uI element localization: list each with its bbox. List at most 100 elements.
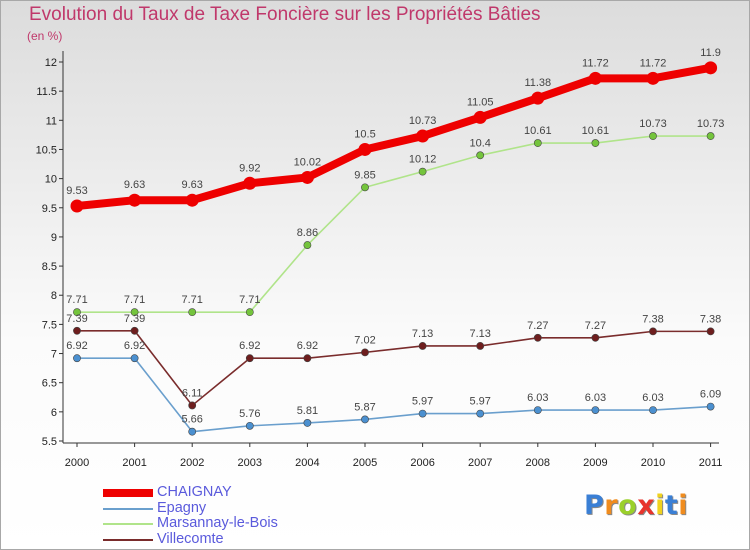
data-point: [303, 354, 312, 363]
legend-swatch: [103, 523, 153, 525]
data-label: 5.97: [412, 396, 433, 408]
y-tick-label: 7.5: [42, 319, 57, 331]
data-point: [591, 333, 600, 342]
data-label: 7.71: [181, 294, 202, 306]
y-tick-label: 5.5: [42, 436, 57, 448]
data-label: 5.66: [181, 414, 202, 426]
data-label: 11.9: [700, 47, 721, 59]
data-point: [128, 193, 142, 207]
chart-title: Evolution du Taux de Taxe Foncière sur l…: [29, 4, 541, 25]
logo-letter: t: [664, 490, 679, 521]
x-tick-label: 2001: [122, 457, 146, 469]
data-label: 9.53: [66, 185, 87, 197]
x-tick-label: 2010: [641, 457, 665, 469]
y-tick-label: 12: [45, 57, 57, 69]
data-label: 7.13: [412, 328, 433, 340]
data-point: [130, 354, 139, 363]
data-point: [591, 139, 600, 147]
x-tick-label: 2000: [65, 457, 89, 469]
data-label: 6.92: [297, 340, 318, 352]
data-point: [188, 401, 197, 410]
logo-letter: r: [604, 490, 619, 521]
chart-subtitle: (en %): [27, 29, 63, 43]
y-tick-label: 8: [51, 290, 57, 302]
data-label: 5.81: [297, 405, 318, 417]
data-label: 7.38: [642, 313, 663, 325]
series-line-epagny: [76, 357, 712, 433]
data-label: 5.87: [354, 401, 375, 413]
data-point: [361, 415, 369, 424]
y-tick-label: 11: [46, 115, 57, 127]
data-point: [706, 132, 715, 140]
data-label: 6.09: [700, 389, 721, 401]
x-tick-label: 2004: [295, 457, 319, 469]
y-tick-label: 11.5: [36, 86, 57, 98]
data-label: 10.61: [524, 125, 552, 137]
data-label: 10.61: [582, 125, 610, 137]
data-label: 7.71: [124, 294, 145, 306]
data-point: [476, 342, 485, 350]
data-label: 6.03: [585, 392, 606, 404]
x-tick-label: 2007: [468, 457, 492, 469]
data-point: [533, 333, 542, 342]
data-point: [300, 170, 314, 184]
logo-letter: i: [678, 490, 689, 521]
data-point: [418, 342, 427, 350]
x-tick-label: 2009: [583, 457, 607, 469]
data-label: 10.02: [294, 156, 322, 168]
data-label: 6.92: [239, 340, 260, 352]
series-line-chaignay: [73, 63, 715, 211]
data-label: 7.38: [700, 313, 721, 325]
data-label: 6.92: [66, 340, 87, 352]
data-point: [188, 308, 197, 317]
x-tick-label: 2006: [410, 457, 434, 469]
y-tick-label: 7: [51, 349, 57, 361]
y-tick-label: 10: [45, 174, 57, 186]
data-label: 5.97: [469, 396, 490, 408]
data-label: 10.73: [639, 118, 667, 130]
data-point: [245, 308, 254, 317]
data-label: 11.38: [524, 77, 551, 89]
legend-label: Epagny: [157, 499, 207, 516]
legend-label: Marsannay-le-Bois: [157, 515, 278, 531]
series-line-villecomte: [76, 329, 712, 407]
data-point: [303, 419, 312, 427]
y-tick-label: 10.5: [36, 144, 57, 156]
axes: 5.5 6 6.5 7 7.5 8 8.5 9 9.5 10 10.5 11 11.5 12 2000 200…: [36, 51, 722, 469]
data-point: [533, 139, 542, 147]
y-tick-label: 9.5: [42, 203, 57, 215]
data-label: 7.27: [585, 320, 606, 332]
logo-letter: i: [655, 490, 665, 521]
data-label: 9.63: [124, 179, 145, 191]
data-point: [361, 183, 369, 192]
data-label: 7.39: [124, 313, 145, 325]
data-point: [531, 91, 545, 105]
data-point: [130, 326, 139, 335]
legend-swatch: [103, 538, 153, 541]
data-point: [130, 308, 139, 317]
data-label: 7.71: [66, 294, 87, 306]
data-point: [476, 409, 485, 418]
data-label: 10.4: [469, 137, 490, 149]
data-label: 11.05: [467, 96, 494, 108]
data-point: [418, 167, 427, 176]
data-label: 9.63: [181, 179, 202, 191]
data-label: 7.02: [354, 334, 375, 346]
data-point: [243, 176, 257, 190]
x-tick-label: 2002: [180, 457, 204, 469]
data-label: 8.86: [297, 227, 318, 239]
data-label: 5.76: [239, 408, 260, 420]
data-point: [245, 421, 254, 430]
series-line-marsannay-le-bois: [76, 135, 712, 313]
legend-label: Villecomte: [157, 530, 224, 547]
data-point: [73, 308, 81, 317]
data-point: [649, 406, 657, 414]
data-label: 10.73: [409, 115, 437, 127]
data-label: 6.03: [527, 392, 548, 404]
data-label: 9.85: [354, 169, 375, 181]
logo-letter: P: [584, 490, 605, 521]
legend-swatch: [103, 489, 153, 497]
data-point: [704, 61, 718, 75]
